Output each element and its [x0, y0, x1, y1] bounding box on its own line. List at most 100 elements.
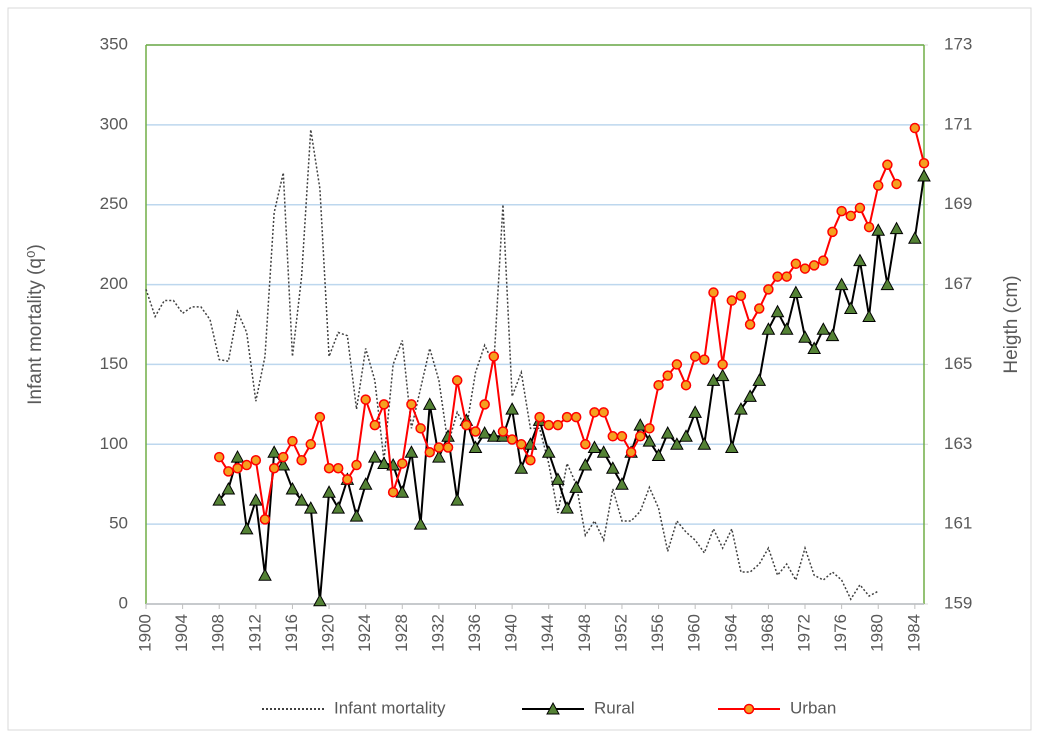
y-axis-title: Infant mortality (q⁰) [25, 244, 46, 405]
point [853, 253, 867, 267]
point [726, 295, 738, 306]
y-tick-label: 150 [100, 354, 128, 373]
point [871, 223, 886, 236]
point [889, 221, 904, 235]
point [525, 455, 536, 466]
y-tick-label: 100 [100, 434, 128, 453]
point [635, 431, 646, 442]
point [854, 202, 866, 214]
point [486, 429, 501, 442]
point [259, 514, 271, 525]
point [578, 458, 593, 471]
point [560, 501, 574, 514]
x-tick-label: 1952 [611, 614, 630, 652]
y-tick-label: 0 [119, 593, 128, 612]
y2-tick-label: 173 [944, 34, 972, 53]
y2-tick-label: 161 [944, 514, 972, 533]
point [651, 448, 666, 461]
x-tick-label: 1916 [282, 614, 301, 652]
point [433, 442, 445, 453]
point [752, 373, 767, 386]
y2-tick-label: 159 [944, 593, 972, 612]
point [278, 451, 289, 463]
point [825, 328, 840, 342]
y2-tick-label: 169 [944, 194, 972, 213]
point [404, 445, 419, 458]
x-tick-label: 1944 [538, 614, 557, 652]
point [827, 226, 838, 238]
point [761, 322, 776, 335]
y2-tick-label: 163 [944, 434, 972, 453]
point [258, 568, 272, 581]
point [534, 411, 545, 423]
point [697, 437, 712, 450]
point [818, 255, 829, 266]
point [248, 493, 263, 506]
point [872, 180, 884, 191]
point [287, 435, 298, 447]
point [807, 341, 822, 354]
point [552, 419, 564, 431]
y2-axis-title: Heigth (cm) [1001, 275, 1022, 373]
point [763, 284, 774, 295]
point [516, 439, 527, 450]
point [670, 437, 684, 450]
point [377, 456, 391, 469]
point [232, 462, 243, 474]
point [734, 402, 748, 415]
point [543, 419, 554, 431]
x-tick-label: 1976 [831, 614, 850, 652]
point [351, 459, 362, 471]
point [514, 461, 529, 474]
point [798, 330, 812, 343]
y2-tick-label: 165 [944, 354, 972, 373]
point [688, 405, 703, 418]
point [845, 210, 857, 222]
point [605, 461, 620, 474]
x-tick-label: 1900 [135, 614, 154, 652]
x-tick-label: 1964 [721, 614, 740, 652]
point [843, 301, 858, 315]
point [891, 178, 902, 190]
point [770, 304, 785, 318]
point [230, 450, 245, 463]
point [223, 466, 234, 477]
point [580, 439, 591, 450]
point [836, 205, 847, 217]
legend-label: Urban [790, 698, 836, 717]
x-tick-label: 1960 [685, 614, 704, 652]
legend-marker [743, 703, 755, 715]
point [708, 287, 719, 298]
point [422, 397, 437, 410]
point [477, 426, 492, 439]
point [450, 493, 465, 506]
x-tick-label: 1924 [355, 614, 374, 652]
point [587, 440, 602, 453]
legend-label: Rural [594, 698, 635, 717]
x-tick-label: 1940 [502, 614, 521, 652]
point [808, 260, 820, 271]
point [789, 285, 803, 299]
x-tick-label: 1984 [904, 614, 923, 652]
x-tick-label: 1956 [648, 614, 667, 652]
legend-marker [546, 701, 560, 715]
point [689, 351, 701, 362]
point [633, 418, 648, 431]
point [680, 379, 692, 391]
legend-label: Infant mortality [334, 698, 446, 717]
point [241, 459, 252, 471]
point [331, 501, 346, 514]
x-tick-label: 1968 [758, 614, 777, 652]
point [479, 399, 490, 410]
point [744, 319, 756, 330]
point [541, 445, 556, 458]
point [799, 263, 811, 274]
y2-tick-label: 167 [944, 274, 972, 293]
x-tick-label: 1912 [245, 614, 264, 652]
point [470, 426, 481, 437]
point [369, 419, 381, 431]
point [506, 434, 518, 445]
point [917, 168, 931, 182]
point [598, 407, 609, 418]
point [653, 379, 664, 391]
